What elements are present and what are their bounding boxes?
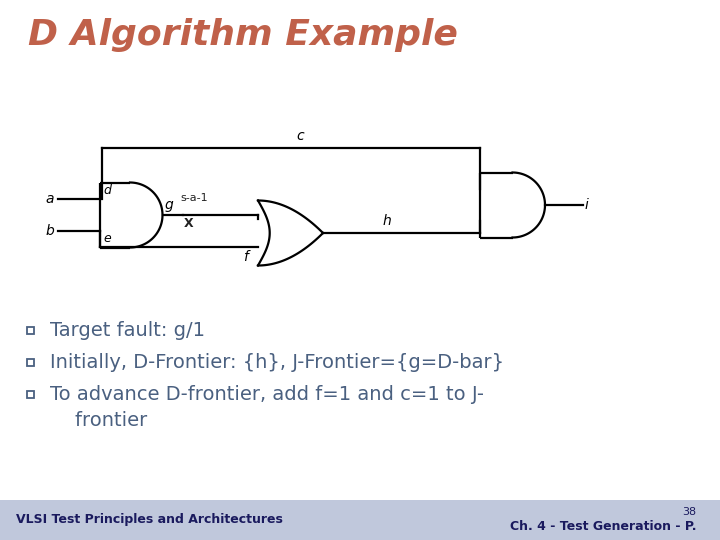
Bar — [27, 359, 34, 366]
Text: d: d — [103, 184, 111, 197]
Text: Ch. 4 - Test Generation - P.: Ch. 4 - Test Generation - P. — [510, 519, 696, 532]
Text: f: f — [243, 251, 248, 264]
Bar — [27, 390, 34, 397]
Bar — [0, 500, 720, 540]
Text: Target fault: g/1: Target fault: g/1 — [50, 321, 205, 340]
Text: i: i — [585, 198, 589, 212]
Bar — [27, 327, 34, 334]
Text: e: e — [103, 232, 111, 245]
Text: g: g — [164, 198, 174, 212]
Text: c: c — [296, 129, 304, 143]
Text: X: X — [184, 217, 193, 230]
Text: VLSI Test Principles and Architectures: VLSI Test Principles and Architectures — [16, 514, 283, 526]
Text: 38: 38 — [682, 507, 696, 517]
Text: b: b — [45, 224, 54, 238]
Text: h: h — [383, 214, 392, 228]
Text: frontier: frontier — [50, 410, 148, 429]
Text: a: a — [45, 192, 54, 206]
Text: D Algorithm Example: D Algorithm Example — [28, 18, 458, 52]
Text: s-a-1: s-a-1 — [181, 193, 208, 203]
Text: Initially, D-Frontier: {h}, J-Frontier={g=D-bar}: Initially, D-Frontier: {h}, J-Frontier={… — [50, 353, 504, 372]
Text: To advance D-frontier, add f=1 and c=1 to J-: To advance D-frontier, add f=1 and c=1 t… — [50, 384, 484, 403]
